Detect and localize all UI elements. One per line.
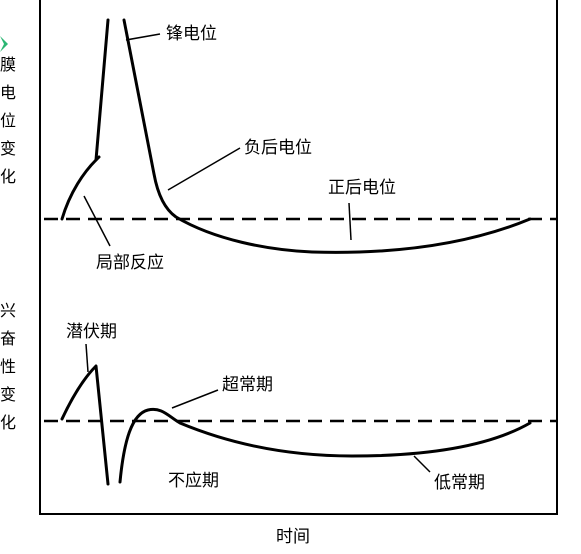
spike-leader <box>125 33 161 41</box>
local-response-notch <box>94 155 101 162</box>
svg-text:奋: 奋 <box>0 329 16 348</box>
membrane-potential-curve <box>60 18 532 254</box>
subnormal-leader <box>413 455 431 473</box>
excitability-side-label: 兴 奋 性 变 化 <box>0 301 16 432</box>
svg-text:兴: 兴 <box>0 301 16 320</box>
supernormal-leader <box>171 389 219 409</box>
membrane-side-label: 膜 电 位 变 化 <box>0 55 16 186</box>
spike-label: 锋电位 <box>166 24 217 44</box>
x-axis-label: 时间 <box>276 527 310 547</box>
local-response-leader <box>83 195 111 247</box>
excitability-curve <box>60 364 532 486</box>
latent-label: 潜伏期 <box>66 322 117 342</box>
frame <box>39 0 558 515</box>
supernormal-label: 超常期 <box>222 375 273 395</box>
positive-after-label: 正后电位 <box>328 178 396 198</box>
svg-text:变: 变 <box>0 385 16 404</box>
svg-text:位: 位 <box>0 111 16 130</box>
svg-text:变: 变 <box>0 139 16 158</box>
refractory-label: 不应期 <box>168 471 219 491</box>
negative-after-label: 负后电位 <box>244 138 312 158</box>
negative-after-leader <box>167 147 241 191</box>
svg-text:性: 性 <box>0 357 16 376</box>
svg-text:化: 化 <box>0 413 16 432</box>
positive-after-leader <box>348 202 352 241</box>
local-response-label: 局部反应 <box>96 253 164 273</box>
corner-mark-icon <box>0 36 8 52</box>
latent-leader <box>85 343 89 373</box>
svg-text:化: 化 <box>0 167 16 186</box>
svg-text:膜: 膜 <box>0 55 16 74</box>
svg-text:电: 电 <box>0 83 16 102</box>
subnormal-label: 低常期 <box>434 473 485 493</box>
